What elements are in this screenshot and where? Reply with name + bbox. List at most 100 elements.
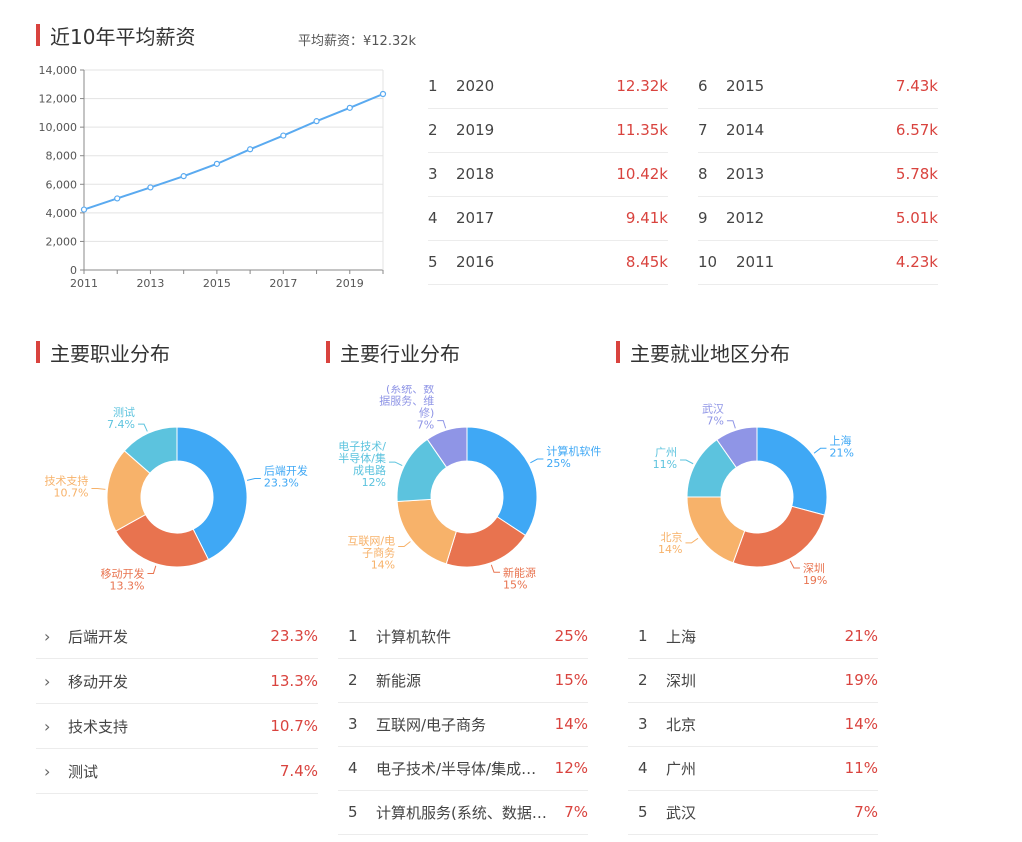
data-point — [313, 118, 320, 125]
slice-label: (系统、数 — [386, 385, 434, 396]
item-percent: 11% — [844, 759, 878, 777]
y-tick-label: 14,000 — [39, 64, 78, 77]
slice-label: 北京 — [660, 530, 682, 544]
slice-leader-line — [138, 423, 148, 432]
y-tick-label: 12,000 — [39, 93, 78, 106]
chevron-right-icon: › — [44, 761, 51, 781]
job-list-item[interactable]: › 后端开发 23.3% — [36, 614, 318, 659]
rank-number: 1 — [638, 627, 648, 645]
slice-value-label: 23.3% — [264, 477, 299, 490]
slice-label: 修) — [419, 406, 434, 420]
chevron-right-icon: › — [44, 671, 51, 691]
rank-number: 6 — [698, 77, 708, 95]
item-label: 武汉 — [666, 803, 697, 822]
slice-value-label: 7.4% — [107, 418, 135, 431]
industry-section-title: 主要行业分布 — [326, 337, 460, 367]
slice-leader-line — [389, 461, 403, 467]
job-label: 后端开发 — [68, 627, 129, 646]
job-percent: 10.7% — [270, 717, 318, 735]
rank-number: 1 — [348, 627, 358, 645]
rank-salary: 10.42k — [616, 165, 668, 183]
slice-label: 后端开发 — [264, 464, 308, 478]
rank-number: 1 — [428, 77, 438, 95]
item-label: 计算机软件 — [376, 627, 452, 646]
job-list-item[interactable]: › 移动开发 13.3% — [36, 659, 318, 704]
rank-number: 10 — [698, 253, 718, 271]
rank-salary: 6.57k — [895, 121, 938, 139]
industry-title: 主要行业分布 — [340, 341, 460, 366]
x-tick-label: 2015 — [203, 277, 231, 290]
donut-slice — [123, 426, 178, 474]
y-tick-label: 4,000 — [46, 207, 78, 220]
item-percent: 25% — [554, 627, 588, 645]
slice-leader-line — [147, 565, 157, 574]
data-point — [147, 184, 154, 191]
rank-year: 2017 — [456, 209, 495, 227]
slice-value-label: 14% — [371, 558, 395, 571]
job-list-item[interactable]: › 测试 7.4% — [36, 749, 318, 794]
job-label: 移动开发 — [68, 672, 129, 691]
item-label: 上海 — [666, 627, 697, 646]
salary-section-title: 近10年平均薪资 — [36, 20, 195, 50]
salary-title: 近10年平均薪资 — [50, 24, 196, 49]
ranking-row: 10 2011 4.23k — [698, 240, 938, 285]
rank-number: 3 — [428, 165, 438, 183]
item-label: 互联网/电子商务 — [376, 715, 487, 734]
data-point — [114, 195, 121, 202]
slice-leader-line — [680, 459, 694, 465]
industry-list-item: 2 新能源 15% — [338, 658, 588, 703]
rank-salary: 5.78k — [895, 165, 938, 183]
industry-list-item: 4 电子技术/半导体/集成电路 12% — [338, 746, 588, 791]
ranking-row: 4 2017 9.41k — [428, 196, 668, 241]
item-percent: 7% — [564, 803, 588, 821]
slice-label: 计算机软件 — [546, 444, 601, 458]
region-list-item: 3 北京 14% — [628, 702, 878, 747]
rank-number: 3 — [638, 715, 648, 733]
data-point — [280, 132, 287, 139]
rank-year: 2018 — [456, 165, 495, 183]
item-label: 电子技术/半导体/集成电路 — [376, 759, 549, 778]
slice-label: 深圳 — [803, 562, 825, 575]
data-point — [180, 173, 187, 180]
data-point — [213, 160, 220, 167]
slice-leader-line — [437, 420, 447, 429]
slice-label: 半导体/集 — [338, 451, 386, 465]
ranking-row: 8 2013 5.78k — [698, 152, 938, 197]
donut-slice — [716, 426, 758, 469]
x-tick-label: 2013 — [136, 277, 164, 290]
slice-value-label: 14% — [658, 543, 682, 556]
title-accent-bar — [616, 341, 620, 363]
rank-number: 8 — [698, 165, 708, 183]
y-tick-label: 0 — [70, 264, 77, 277]
slice-value-label: 7% — [706, 415, 723, 428]
slice-value-label: 25% — [546, 457, 570, 470]
rank-number: 4 — [638, 759, 648, 777]
slice-label: 互联网/电 — [347, 534, 395, 547]
slice-value-label: 11% — [653, 458, 677, 471]
ranking-row: 9 2012 5.01k — [698, 196, 938, 241]
item-percent: 19% — [844, 671, 878, 689]
item-label: 北京 — [666, 715, 697, 734]
y-tick-label: 8,000 — [46, 150, 78, 163]
rank-number: 5 — [428, 253, 438, 271]
donut-slice — [686, 496, 746, 564]
jobs-section-title: 主要职业分布 — [36, 337, 170, 367]
donut-slice — [396, 498, 457, 565]
ranking-row: 2 2019 11.35k — [428, 108, 668, 153]
item-percent: 21% — [844, 627, 878, 645]
slice-value-label: 7% — [417, 419, 434, 432]
job-label: 技术支持 — [68, 717, 129, 736]
slice-leader-line — [813, 447, 827, 454]
rank-salary: 12.32k — [616, 77, 668, 95]
slice-label: 据服务、维 — [379, 394, 434, 408]
job-list-item[interactable]: › 技术支持 10.7% — [36, 704, 318, 749]
slice-leader-line — [490, 564, 501, 573]
y-tick-label: 6,000 — [46, 178, 78, 191]
slice-label: 测试 — [113, 406, 135, 419]
item-label: 新能源 — [376, 671, 422, 690]
data-point — [247, 146, 254, 153]
y-tick-label: 2,000 — [46, 235, 78, 248]
slice-leader-line — [789, 560, 800, 569]
